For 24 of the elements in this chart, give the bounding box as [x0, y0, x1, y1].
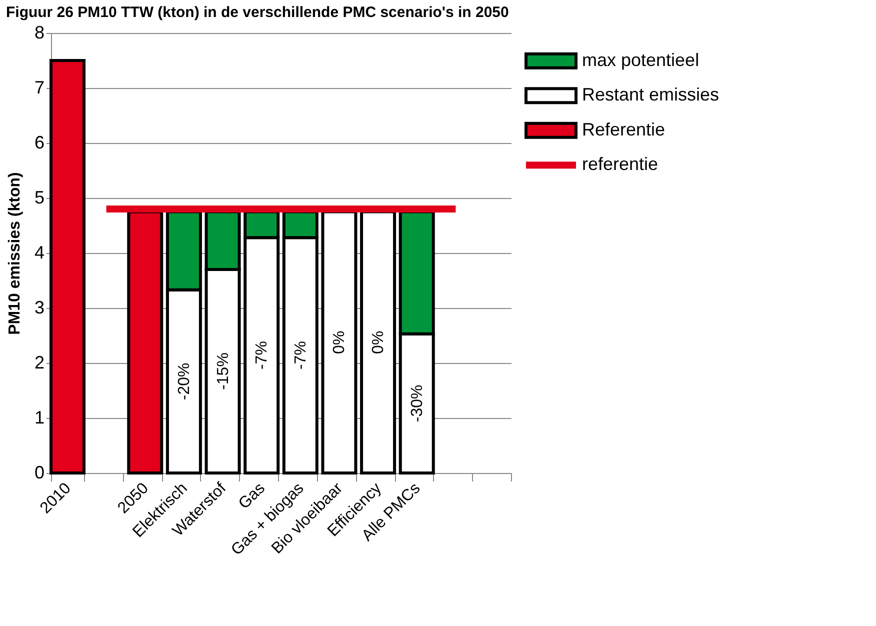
y-tick-label: 0 — [34, 462, 44, 482]
annotation: -20% — [176, 362, 193, 400]
y-tick-label: 5 — [34, 188, 44, 208]
annotation: 0% — [370, 330, 388, 354]
y-tick-label: 6 — [34, 132, 44, 152]
legend-label: Restant emissies — [582, 84, 720, 105]
bar — [50, 59, 86, 474]
annotation: -7% — [292, 341, 310, 370]
annotation: -30% — [408, 384, 426, 422]
legend-label: max potentieel — [582, 50, 700, 70]
legend-label: Referentie — [582, 119, 666, 140]
y-tick-label: 8 — [34, 22, 44, 42]
x-tick-label: Gas — [236, 480, 268, 513]
annotation: -7% — [254, 341, 271, 370]
y-tick-label: 2 — [34, 352, 44, 372]
y-tick-label: 4 — [34, 242, 44, 262]
y-tick-label: 7 — [34, 78, 44, 98]
annotation: 0% — [331, 330, 348, 354]
legend-label: referentie — [582, 154, 658, 174]
chart-title: Figuur 26 PM10 TTW (kton) in de verschillende PMC scenario's in 2050 — [6, 4, 509, 21]
annotation: -15% — [214, 352, 232, 390]
y-tick-label: 3 — [34, 298, 44, 318]
y-tick-label: 1 — [34, 408, 44, 428]
y-axis-title: PM10 emissies (kton) — [6, 172, 24, 335]
